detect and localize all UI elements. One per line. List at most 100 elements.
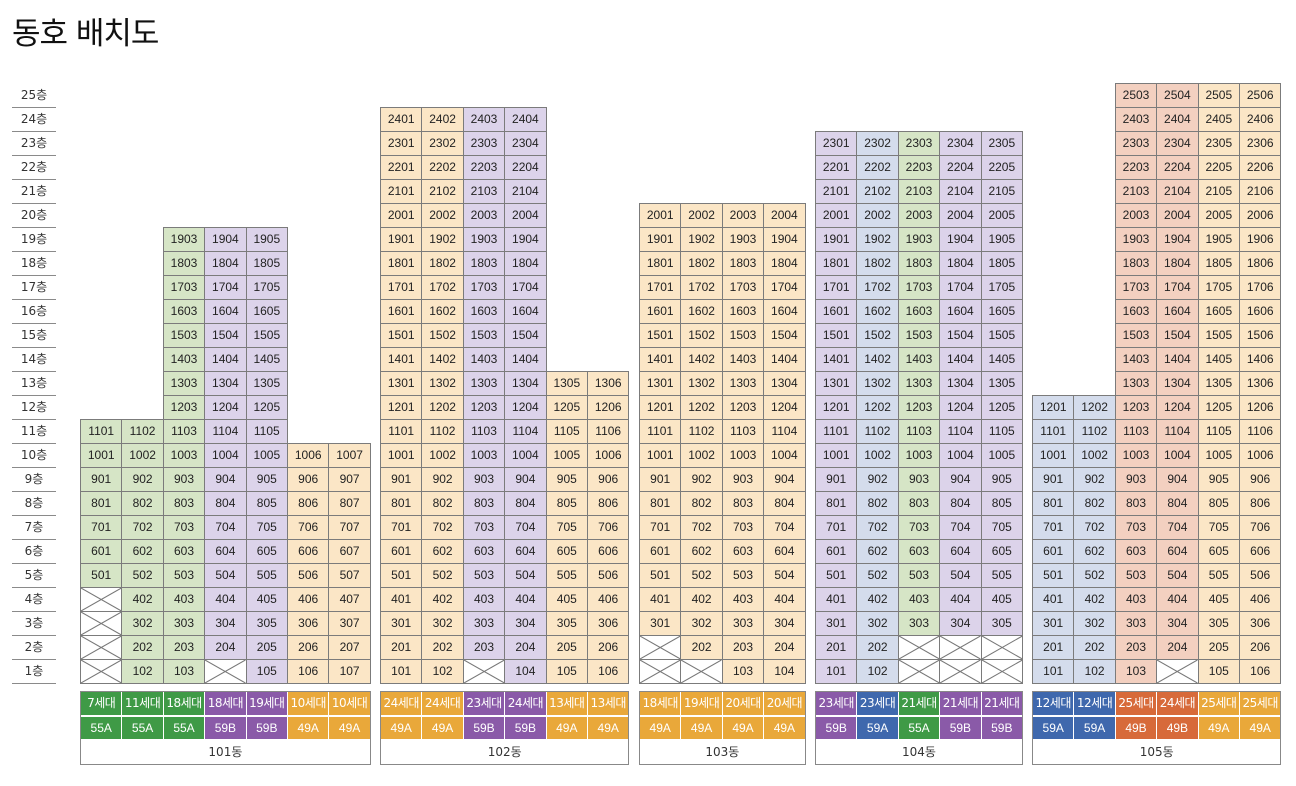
unit-cell[interactable]: 604 xyxy=(204,539,247,564)
unit-cell[interactable]: 602 xyxy=(856,539,899,564)
unit-cell[interactable]: 307 xyxy=(328,611,371,636)
unit-cell[interactable]: 1303 xyxy=(897,371,941,396)
unit-cell[interactable]: 505 xyxy=(980,563,1023,588)
unit-cell[interactable]: 2002 xyxy=(856,203,899,228)
unit-cell[interactable]: 1604 xyxy=(204,299,247,324)
unit-cell[interactable]: 1201 xyxy=(639,395,682,420)
unit-cell[interactable]: 1603 xyxy=(897,299,941,324)
unit-cell[interactable]: 1204 xyxy=(504,395,547,420)
unit-cell[interactable]: 804 xyxy=(1156,491,1199,516)
unit-cell[interactable]: 302 xyxy=(680,611,723,636)
unit-cell[interactable]: 1704 xyxy=(1156,275,1199,300)
unit-cell[interactable]: 506 xyxy=(587,563,630,588)
unit-cell[interactable]: 1103 xyxy=(1114,419,1158,444)
unit-cell[interactable]: 702 xyxy=(121,515,164,540)
unit-cell[interactable]: 2004 xyxy=(763,203,806,228)
unit-cell[interactable]: 602 xyxy=(421,539,464,564)
unit-cell[interactable]: 1702 xyxy=(421,275,464,300)
unit-cell[interactable]: 201 xyxy=(1032,635,1075,660)
unit-cell[interactable]: 2304 xyxy=(504,131,547,156)
unit-cell[interactable]: 1203 xyxy=(1114,395,1158,420)
unit-cell[interactable]: 1501 xyxy=(815,323,858,348)
unit-cell[interactable]: 1102 xyxy=(121,419,164,444)
unit-cell[interactable]: 1102 xyxy=(421,419,464,444)
unit-cell[interactable]: 1102 xyxy=(1073,419,1116,444)
unit-cell[interactable]: 601 xyxy=(639,539,682,564)
unit-cell[interactable]: 2203 xyxy=(897,155,941,180)
unit-cell[interactable]: 1203 xyxy=(897,395,941,420)
unit-cell[interactable]: 901 xyxy=(80,467,123,492)
unit-cell[interactable]: 605 xyxy=(545,539,588,564)
unit-cell[interactable]: 602 xyxy=(1073,539,1116,564)
unit-cell[interactable]: 305 xyxy=(245,611,288,636)
unit-cell[interactable]: 801 xyxy=(639,491,682,516)
unit-cell[interactable]: 2301 xyxy=(815,131,858,156)
unit-cell[interactable]: 1003 xyxy=(897,443,941,468)
unit-cell[interactable]: 503 xyxy=(721,563,765,588)
unit-cell[interactable]: 2003 xyxy=(1114,203,1158,228)
unit-cell[interactable]: 802 xyxy=(121,491,164,516)
unit-cell[interactable]: 702 xyxy=(680,515,723,540)
unit-cell[interactable]: 403 xyxy=(1114,587,1158,612)
unit-cell[interactable]: 1105 xyxy=(245,419,288,444)
unit-cell[interactable]: 1103 xyxy=(462,419,506,444)
unit-cell[interactable]: 303 xyxy=(721,611,765,636)
unit-cell[interactable]: 705 xyxy=(245,515,288,540)
unit-cell[interactable]: 701 xyxy=(1032,515,1075,540)
unit-cell[interactable]: 905 xyxy=(980,467,1023,492)
unit-cell[interactable]: 1402 xyxy=(680,347,723,372)
unit-cell[interactable]: 502 xyxy=(421,563,464,588)
unit-cell[interactable]: 802 xyxy=(421,491,464,516)
unit-cell[interactable]: 1904 xyxy=(939,227,982,252)
unit-cell[interactable]: 1505 xyxy=(245,323,288,348)
unit-cell[interactable]: 2202 xyxy=(856,155,899,180)
unit-cell[interactable]: 304 xyxy=(939,611,982,636)
unit-cell[interactable]: 102 xyxy=(1073,659,1116,684)
unit-cell[interactable]: 1002 xyxy=(680,443,723,468)
unit-cell[interactable]: 704 xyxy=(763,515,806,540)
unit-cell[interactable]: 805 xyxy=(545,491,588,516)
unit-cell[interactable]: 1504 xyxy=(763,323,806,348)
unit-cell[interactable]: 1404 xyxy=(504,347,547,372)
unit-cell[interactable]: 305 xyxy=(545,611,588,636)
unit-cell[interactable]: 402 xyxy=(1073,587,1116,612)
unit-cell[interactable]: 202 xyxy=(121,635,164,660)
unit-cell[interactable]: 2204 xyxy=(939,155,982,180)
unit-cell[interactable]: 505 xyxy=(245,563,288,588)
unit-cell[interactable]: 2002 xyxy=(680,203,723,228)
unit-cell[interactable]: 606 xyxy=(287,539,330,564)
unit-cell[interactable]: 1703 xyxy=(162,275,206,300)
unit-cell[interactable]: 805 xyxy=(245,491,288,516)
unit-cell[interactable]: 1601 xyxy=(639,299,682,324)
unit-cell[interactable]: 1004 xyxy=(763,443,806,468)
unit-cell[interactable]: 1404 xyxy=(204,347,247,372)
unit-cell[interactable]: 2302 xyxy=(421,131,464,156)
unit-cell[interactable]: 1002 xyxy=(121,443,164,468)
unit-cell[interactable]: 1601 xyxy=(815,299,858,324)
unit-cell[interactable]: 1006 xyxy=(287,443,330,468)
unit-cell[interactable]: 1904 xyxy=(763,227,806,252)
unit-cell[interactable]: 206 xyxy=(587,635,630,660)
unit-cell[interactable]: 1506 xyxy=(1239,323,1282,348)
unit-cell[interactable]: 603 xyxy=(162,539,206,564)
unit-cell[interactable]: 1402 xyxy=(421,347,464,372)
unit-cell[interactable]: 806 xyxy=(287,491,330,516)
unit-cell[interactable]: 2004 xyxy=(504,203,547,228)
unit-cell[interactable]: 704 xyxy=(1156,515,1199,540)
unit-cell[interactable]: 1002 xyxy=(856,443,899,468)
unit-cell[interactable]: 2305 xyxy=(980,131,1023,156)
unit-cell[interactable]: 705 xyxy=(980,515,1023,540)
unit-cell[interactable]: 203 xyxy=(162,635,206,660)
unit-cell[interactable]: 1202 xyxy=(421,395,464,420)
unit-cell[interactable]: 701 xyxy=(380,515,423,540)
unit-cell[interactable]: 604 xyxy=(1156,539,1199,564)
unit-cell[interactable]: 401 xyxy=(639,587,682,612)
unit-cell[interactable]: 1305 xyxy=(1197,371,1240,396)
unit-cell[interactable]: 1604 xyxy=(939,299,982,324)
unit-cell[interactable]: 1001 xyxy=(80,443,123,468)
unit-cell[interactable]: 1101 xyxy=(380,419,423,444)
unit-cell[interactable]: 1801 xyxy=(815,251,858,276)
unit-cell[interactable]: 605 xyxy=(980,539,1023,564)
unit-cell[interactable]: 404 xyxy=(763,587,806,612)
unit-cell[interactable]: 402 xyxy=(421,587,464,612)
